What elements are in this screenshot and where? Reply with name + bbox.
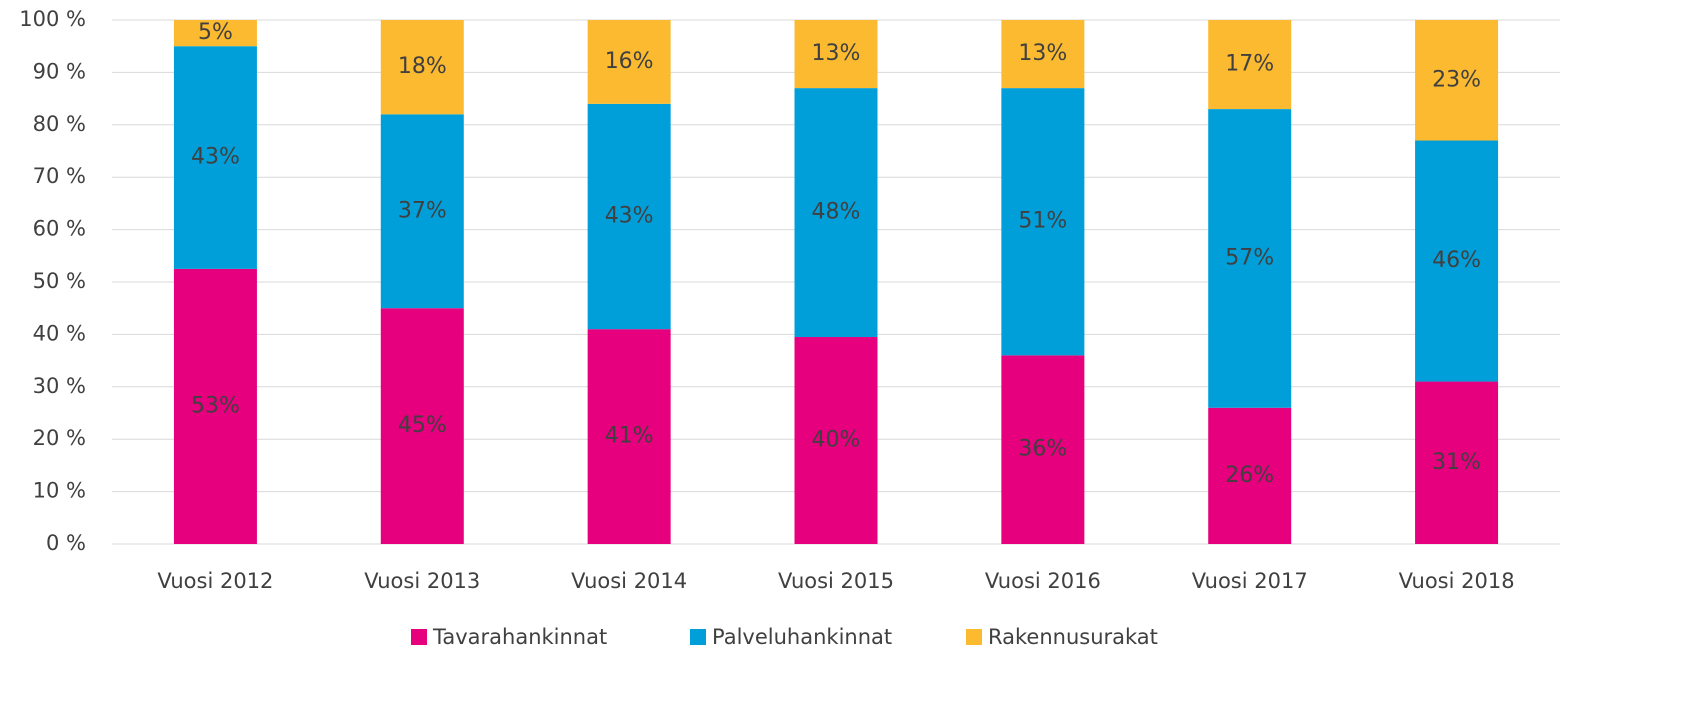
legend-swatch [966,629,982,645]
legend-label: Tavarahankinnat [432,625,607,649]
data-label: 46% [1432,248,1481,273]
y-tick-label: 50 % [33,269,86,293]
x-tick-label: Vuosi 2013 [364,569,480,593]
data-label: 48% [812,200,861,225]
data-label: 17% [1225,52,1274,77]
x-tick-label: Vuosi 2012 [157,569,273,593]
data-label: 31% [1432,450,1481,475]
bar-segment [173,268,257,544]
bar-segment [794,88,878,338]
data-label: 18% [398,54,447,79]
bar-segment [1415,140,1499,382]
x-tick-label: Vuosi 2018 [1399,569,1515,593]
y-tick-label: 20 % [33,426,86,450]
y-tick-label: 70 % [33,164,86,188]
bar-segment [173,20,257,47]
bar-segment [1001,88,1085,356]
y-tick-label: 0 % [46,531,86,555]
data-label: 16% [605,49,654,74]
data-label: 53% [191,393,240,418]
legend-swatch [411,629,427,645]
x-tick-label: Vuosi 2014 [571,569,687,593]
bar-segment [1208,20,1292,110]
data-label: 45% [398,413,447,438]
y-tick-label: 10 % [33,479,86,503]
bar-segment [1415,20,1499,141]
y-tick-label: 30 % [33,374,86,398]
bar-segment [1415,381,1499,544]
bar-segment [1208,407,1292,544]
data-label: 43% [191,145,240,170]
bar-segment [173,46,257,269]
bar-segment [587,20,671,104]
y-tick-label: 60 % [33,217,86,241]
legend-label: Palveluhankinnat [712,625,892,649]
bar-segment [587,103,671,330]
x-tick-label: Vuosi 2017 [1192,569,1308,593]
y-tick-label: 90 % [33,59,86,83]
data-label: 51% [1018,209,1067,234]
y-tick-label: 80 % [33,112,86,136]
data-label: 41% [605,424,654,449]
bar-segment [380,308,464,544]
data-label: 37% [398,198,447,223]
data-label: 5% [198,20,233,45]
data-label: 13% [1018,41,1067,66]
data-label: 36% [1018,437,1067,462]
x-tick-label: Vuosi 2015 [778,569,894,593]
bar-segment [794,20,878,89]
data-label: 13% [812,41,861,66]
data-label: 23% [1432,67,1481,92]
y-tick-label: 100 % [19,7,86,31]
data-label: 43% [605,204,654,229]
bar-segment [1001,355,1085,544]
legend-swatch [690,629,706,645]
bar-segment [1001,20,1085,89]
bar-segment [794,337,878,544]
bar-segment [380,20,464,115]
data-label: 26% [1225,463,1274,488]
bar-segment [1208,109,1292,408]
legend-label: Rakennusurakat [988,625,1158,649]
x-tick-label: Vuosi 2016 [985,569,1101,593]
data-label: 57% [1225,245,1274,270]
y-tick-label: 40 % [33,321,86,345]
bar-segment [380,114,464,309]
data-label: 40% [812,428,861,453]
bar-segment [587,329,671,544]
